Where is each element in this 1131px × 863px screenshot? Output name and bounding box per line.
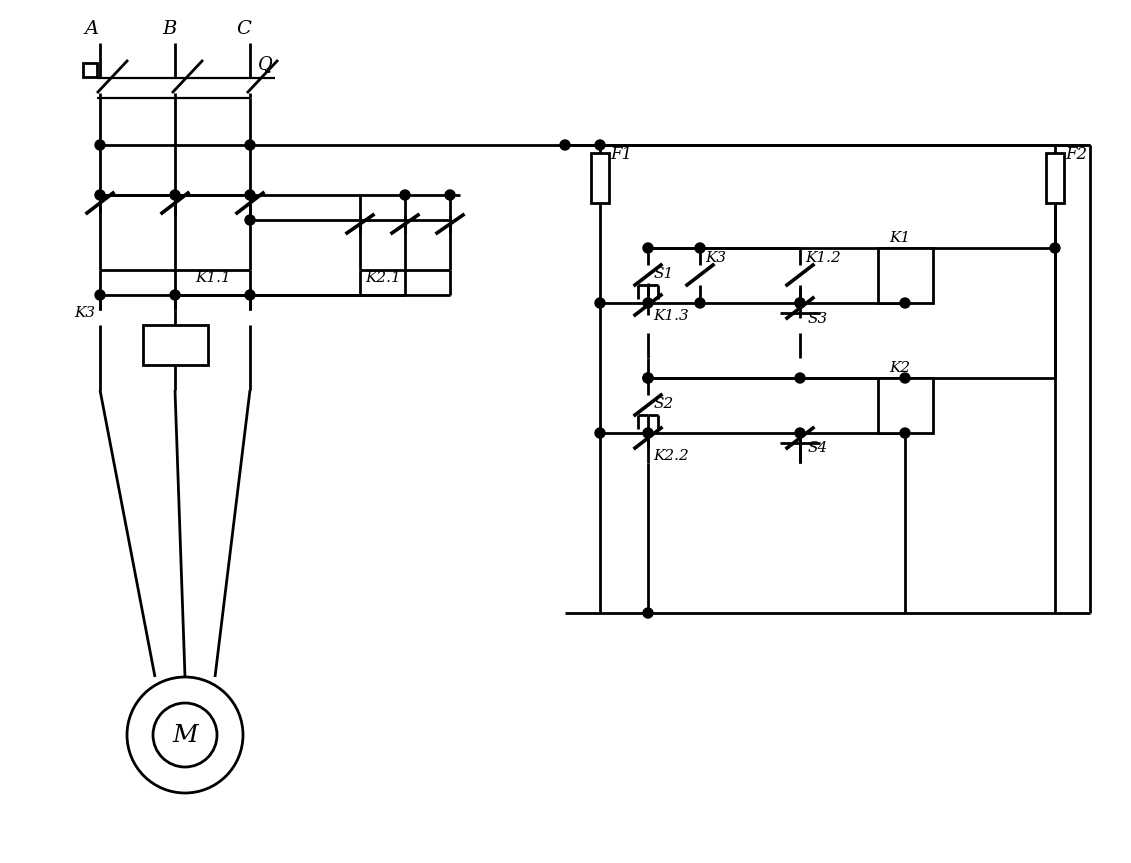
Circle shape (127, 677, 243, 793)
Circle shape (400, 190, 411, 200)
Circle shape (95, 140, 105, 150)
Bar (83, 63, 97, 77)
Bar (143, 325, 207, 365)
Circle shape (644, 428, 653, 438)
Circle shape (95, 190, 105, 200)
Text: K2.1: K2.1 (365, 271, 400, 285)
Circle shape (595, 298, 605, 308)
Text: S3: S3 (808, 312, 828, 326)
Text: S2: S2 (654, 397, 674, 411)
Text: F2: F2 (1065, 146, 1087, 163)
Text: K3: K3 (74, 306, 95, 320)
Circle shape (245, 190, 254, 200)
Circle shape (245, 140, 254, 150)
Circle shape (444, 190, 455, 200)
Text: K1: K1 (889, 231, 910, 245)
Circle shape (795, 373, 805, 383)
Text: B: B (162, 20, 176, 38)
Bar (878, 248, 932, 303)
Text: F1: F1 (610, 146, 632, 163)
Circle shape (644, 373, 653, 383)
Circle shape (595, 428, 605, 438)
Circle shape (1050, 243, 1060, 253)
Circle shape (644, 298, 653, 308)
Circle shape (644, 373, 653, 383)
Circle shape (795, 298, 805, 308)
Text: K1.3: K1.3 (653, 309, 689, 323)
Circle shape (644, 243, 653, 253)
Circle shape (696, 243, 705, 253)
Circle shape (595, 140, 605, 150)
Circle shape (696, 298, 705, 308)
Circle shape (170, 290, 180, 300)
Text: M: M (172, 723, 198, 746)
Text: Q: Q (258, 55, 273, 73)
Bar (1046, 153, 1064, 203)
Text: K1.2: K1.2 (805, 251, 840, 265)
Circle shape (900, 298, 910, 308)
Circle shape (95, 290, 105, 300)
Circle shape (644, 608, 653, 618)
Text: A: A (85, 20, 100, 38)
Circle shape (245, 290, 254, 300)
Circle shape (170, 190, 180, 200)
Text: C: C (236, 20, 251, 38)
Text: S4: S4 (808, 441, 828, 455)
Circle shape (900, 428, 910, 438)
Text: K2.2: K2.2 (653, 449, 689, 463)
Circle shape (245, 215, 254, 225)
Circle shape (795, 298, 805, 308)
Bar (592, 153, 608, 203)
Text: K1.1: K1.1 (195, 271, 231, 285)
Text: K3: K3 (705, 251, 726, 265)
Circle shape (153, 703, 217, 767)
Circle shape (900, 373, 910, 383)
Text: S1: S1 (654, 267, 674, 281)
Circle shape (560, 140, 570, 150)
Bar (878, 378, 932, 433)
Circle shape (795, 428, 805, 438)
Text: K2: K2 (889, 361, 910, 375)
